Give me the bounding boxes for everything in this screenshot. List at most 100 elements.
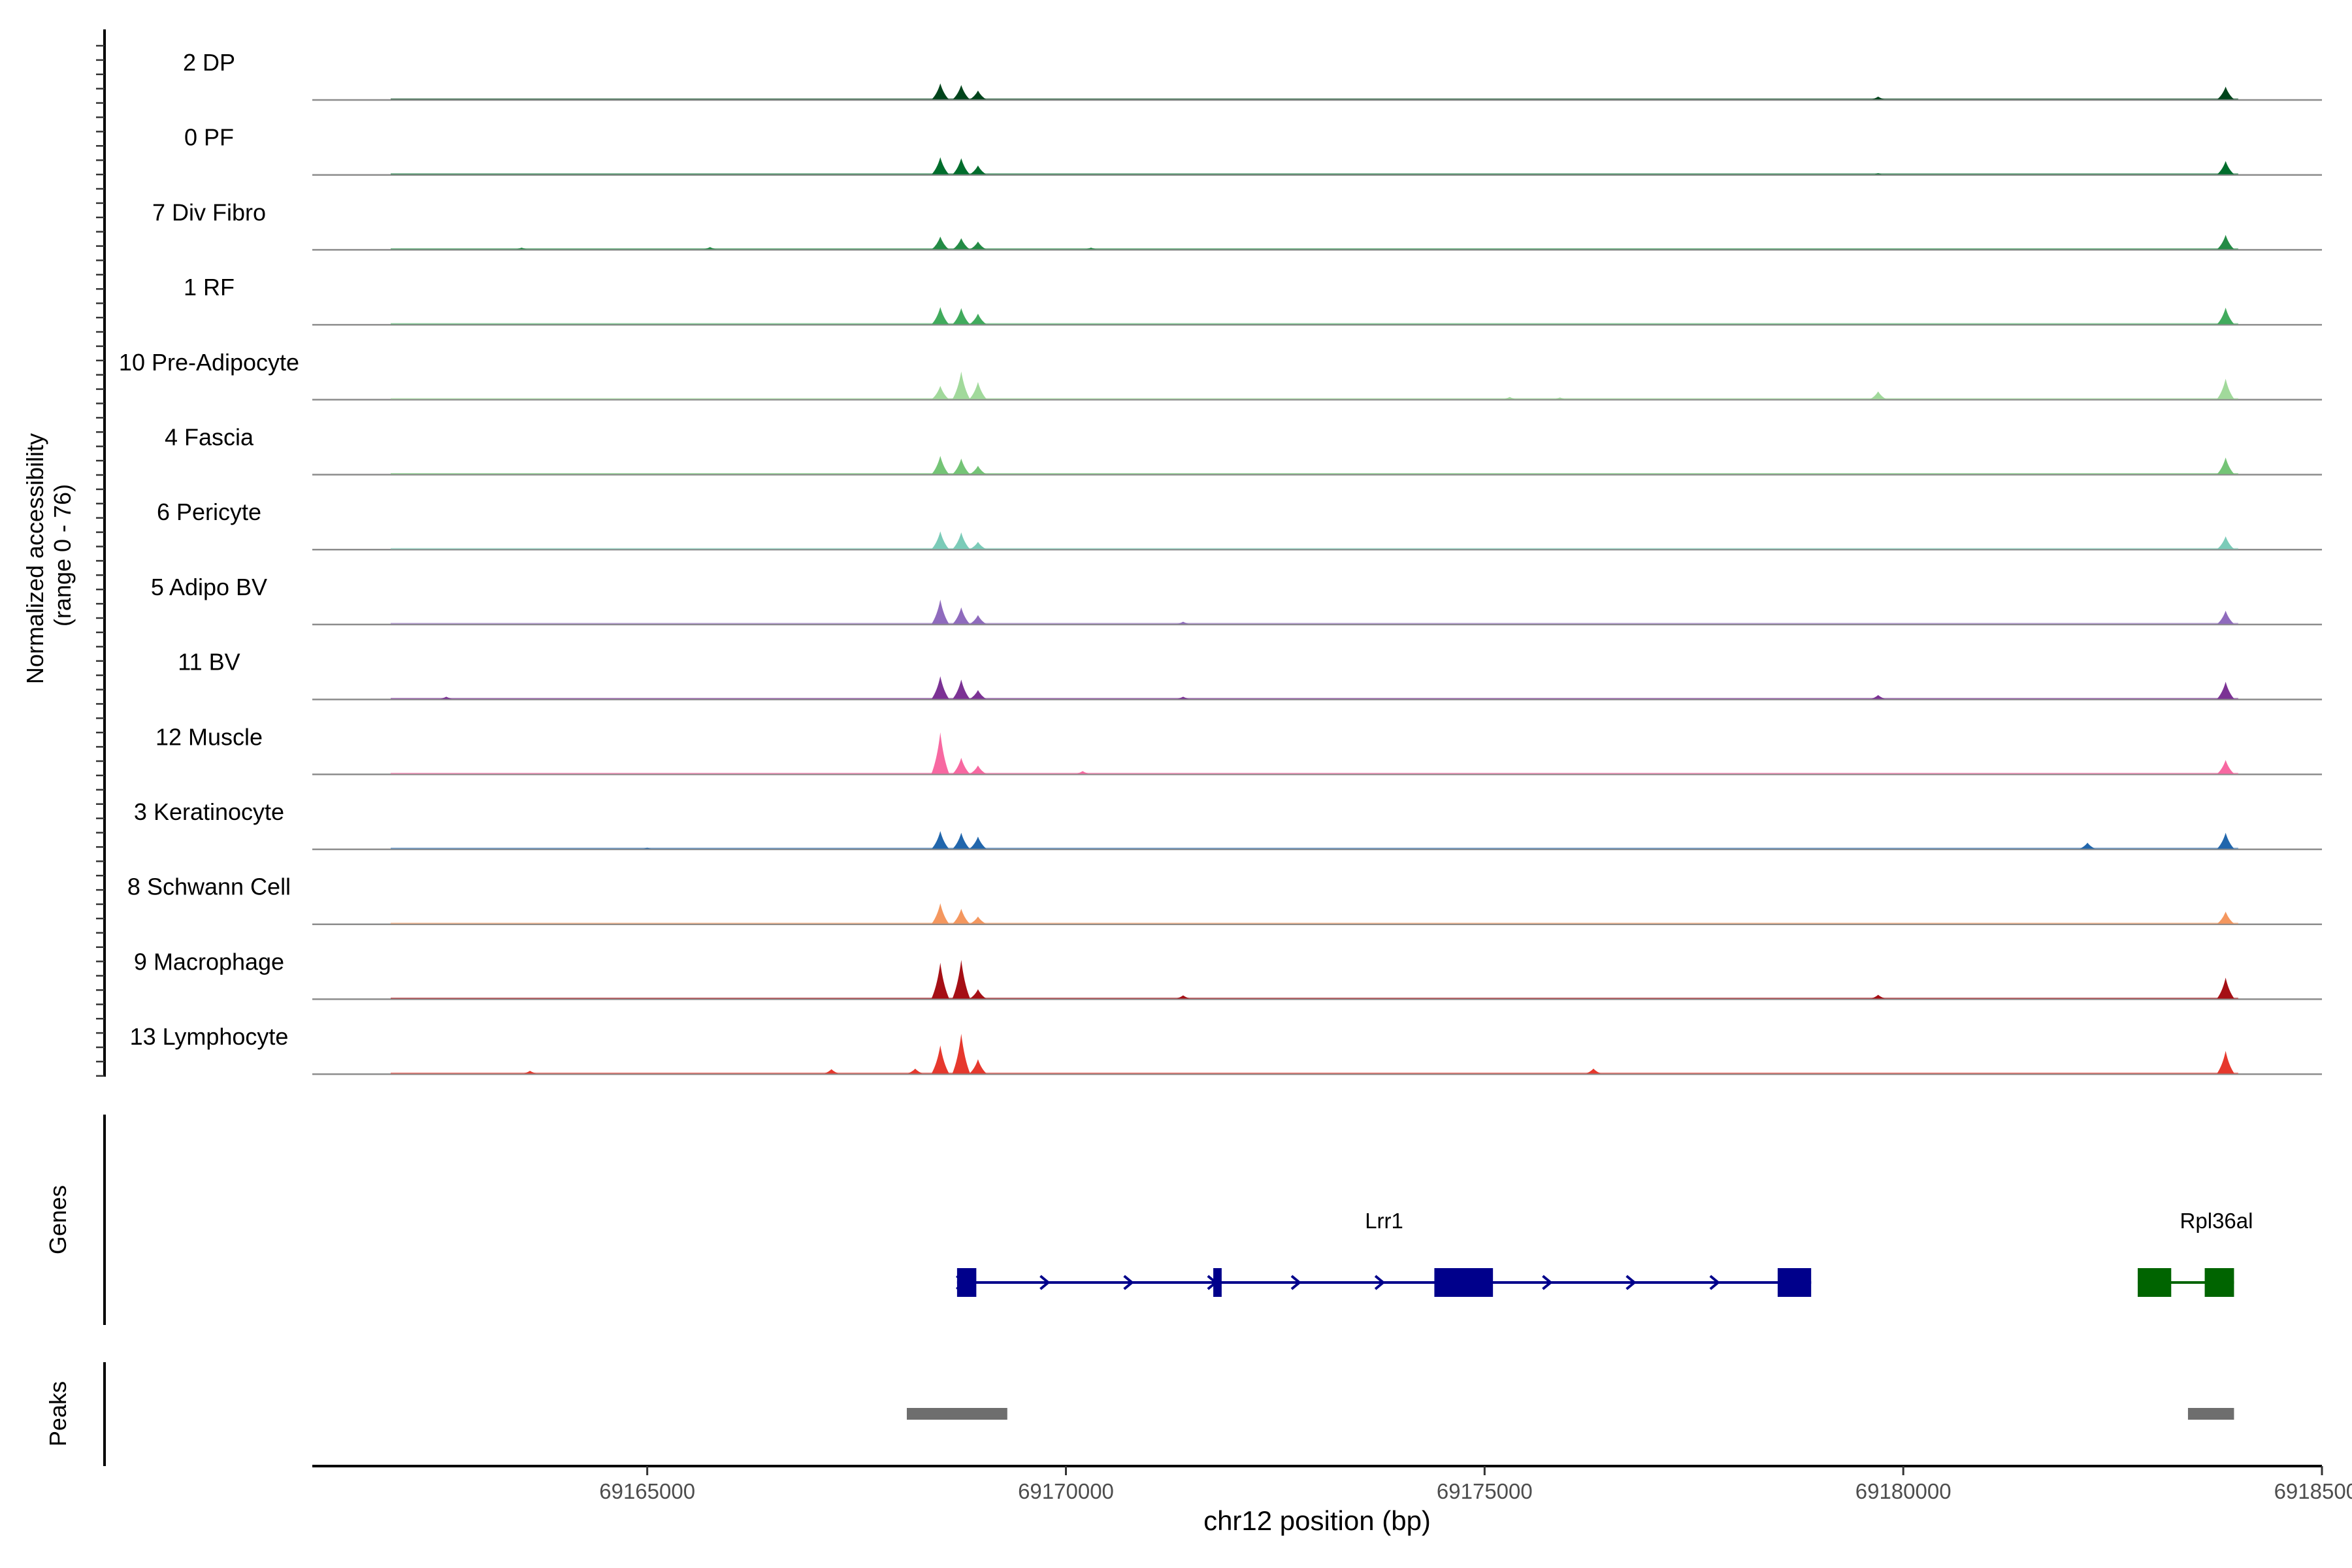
y-axis-title-line-2: (range 0 - 76) bbox=[49, 484, 76, 627]
peak-region bbox=[2187, 1408, 2234, 1420]
accessibility-peak bbox=[952, 908, 971, 924]
y-axis-title-line-1: Normalized accessibility bbox=[22, 433, 48, 684]
strand-arrow-icon bbox=[1542, 1275, 1553, 1290]
accessibility-peak bbox=[968, 465, 987, 475]
gene-label: Lrr1 bbox=[1365, 1209, 1403, 1233]
track-12: 8 Schwann Cell bbox=[127, 874, 2322, 925]
x-axis-tick-label: 69170000 bbox=[1018, 1479, 1114, 1503]
x-axis: 69165000 69170000 69175000 69180000 69185000 bbox=[599, 1466, 2352, 1503]
strand-arrow-icon bbox=[1039, 1275, 1051, 1290]
genes-track-title: Genes bbox=[44, 1185, 71, 1254]
accessibility-peak bbox=[968, 615, 987, 625]
strand-arrow-icon bbox=[1123, 1275, 1134, 1290]
accessibility-peak bbox=[968, 165, 987, 175]
track-label: 9 Macrophage bbox=[134, 948, 284, 975]
track-2: 0 PF bbox=[184, 124, 2322, 176]
track-label: 2 DP bbox=[183, 49, 235, 76]
track-label: 1 RF bbox=[184, 274, 235, 301]
gene-exon bbox=[1777, 1268, 1812, 1297]
accessibility-peak bbox=[2216, 977, 2235, 1000]
accessibility-peak bbox=[931, 237, 950, 250]
peaks-track bbox=[906, 1408, 2234, 1420]
gene-exon bbox=[956, 1268, 977, 1297]
accessibility-peak bbox=[931, 831, 950, 849]
gene-exon bbox=[2138, 1268, 2172, 1297]
track-label: 3 Keratinocyte bbox=[134, 798, 284, 825]
accessibility-peak bbox=[2216, 536, 2235, 550]
accessibility-peak bbox=[952, 158, 971, 175]
gene-exon bbox=[1213, 1268, 1222, 1297]
accessibility-peak bbox=[952, 85, 971, 100]
accessibility-peak bbox=[968, 765, 987, 775]
track-11: 3 Keratinocyte bbox=[134, 798, 2322, 851]
track-3: 7 Div Fibro bbox=[152, 199, 2322, 251]
accessibility-peak bbox=[968, 314, 987, 325]
x-axis-tick-label: 69185000 bbox=[2274, 1479, 2352, 1503]
strand-arrow-icon bbox=[1290, 1275, 1302, 1290]
accessibility-peak bbox=[931, 903, 950, 924]
accessibility-peak bbox=[2216, 235, 2235, 250]
accessibility-peak bbox=[2216, 378, 2235, 400]
accessibility-peak bbox=[931, 157, 950, 175]
accessibility-peak bbox=[2216, 161, 2235, 175]
track-label: 11 BV bbox=[178, 649, 240, 676]
gene-exon bbox=[2204, 1268, 2234, 1297]
accessibility-peak bbox=[931, 531, 950, 550]
track-8: 5 Adipo BV bbox=[151, 574, 2322, 626]
track-label: 12 Muscle bbox=[155, 723, 263, 750]
track-7: 6 Pericyte bbox=[157, 498, 2322, 551]
accessibility-peak bbox=[968, 241, 987, 250]
accessibility-peak bbox=[2216, 457, 2235, 475]
x-axis-tick-label: 69165000 bbox=[599, 1479, 695, 1503]
accessibility-peak bbox=[2216, 832, 2235, 849]
y-axis-ticks bbox=[96, 44, 105, 1077]
accessibility-peak bbox=[952, 238, 971, 250]
accessibility-peak bbox=[952, 1034, 971, 1075]
strand-arrow-icon bbox=[1374, 1275, 1386, 1290]
accessibility-peak bbox=[968, 916, 987, 924]
accessibility-peak bbox=[952, 458, 971, 475]
accessibility-peak bbox=[952, 679, 971, 700]
x-axis-title: chr12 position (bp) bbox=[1203, 1505, 1431, 1536]
accessibility-peak bbox=[968, 1059, 987, 1075]
accessibility-peak bbox=[952, 308, 971, 325]
y-axis-title: Normalized accessibility (range 0 - 76) bbox=[22, 427, 76, 684]
track-9: 11 BV bbox=[178, 649, 2322, 700]
gene-model: Rpl36al bbox=[2138, 1209, 2253, 1297]
accessibility-peak bbox=[968, 542, 987, 550]
track-10: 12 Muscle bbox=[155, 723, 2322, 776]
track-label: 13 Lymphocyte bbox=[130, 1023, 289, 1050]
strand-arrow-icon bbox=[1709, 1275, 1720, 1290]
accessibility-peak bbox=[1869, 391, 1887, 400]
accessibility-peak bbox=[931, 83, 950, 100]
accessibility-peak bbox=[952, 960, 971, 1000]
accessibility-peak bbox=[968, 690, 987, 700]
accessibility-peak bbox=[2078, 842, 2097, 849]
gene-model: Lrr1 bbox=[956, 1209, 1812, 1297]
x-axis-tick-label: 69180000 bbox=[1855, 1479, 1952, 1503]
accessibility-peak bbox=[952, 607, 971, 625]
gene-annotation-track: Lrr1 Rpl36al bbox=[956, 1209, 2253, 1297]
track-4: 1 RF bbox=[184, 274, 2322, 326]
accessibility-peak bbox=[968, 382, 987, 400]
track-13: 9 Macrophage bbox=[134, 948, 2322, 1000]
accessibility-peak bbox=[2216, 610, 2235, 625]
accessibility-peak bbox=[968, 90, 987, 100]
track-label: 5 Adipo BV bbox=[151, 574, 267, 600]
accessibility-peak bbox=[968, 836, 987, 849]
track-1: 2 DP bbox=[183, 49, 2322, 101]
gene-label: Rpl36al bbox=[2180, 1209, 2253, 1233]
accessibility-peak bbox=[952, 532, 971, 550]
accessibility-peak bbox=[931, 1045, 950, 1075]
accessibility-peak bbox=[2216, 307, 2235, 325]
strand-arrow-icon bbox=[1625, 1275, 1637, 1290]
accessibility-peak bbox=[2216, 681, 2235, 700]
accessibility-peak bbox=[952, 371, 971, 400]
accessibility-peak bbox=[952, 832, 971, 849]
accessibility-peak bbox=[2216, 911, 2235, 924]
accessibility-peak bbox=[931, 962, 950, 1000]
track-label: 6 Pericyte bbox=[157, 498, 261, 525]
track-6: 4 Fascia bbox=[165, 424, 2322, 476]
accessibility-peak bbox=[968, 989, 987, 1000]
